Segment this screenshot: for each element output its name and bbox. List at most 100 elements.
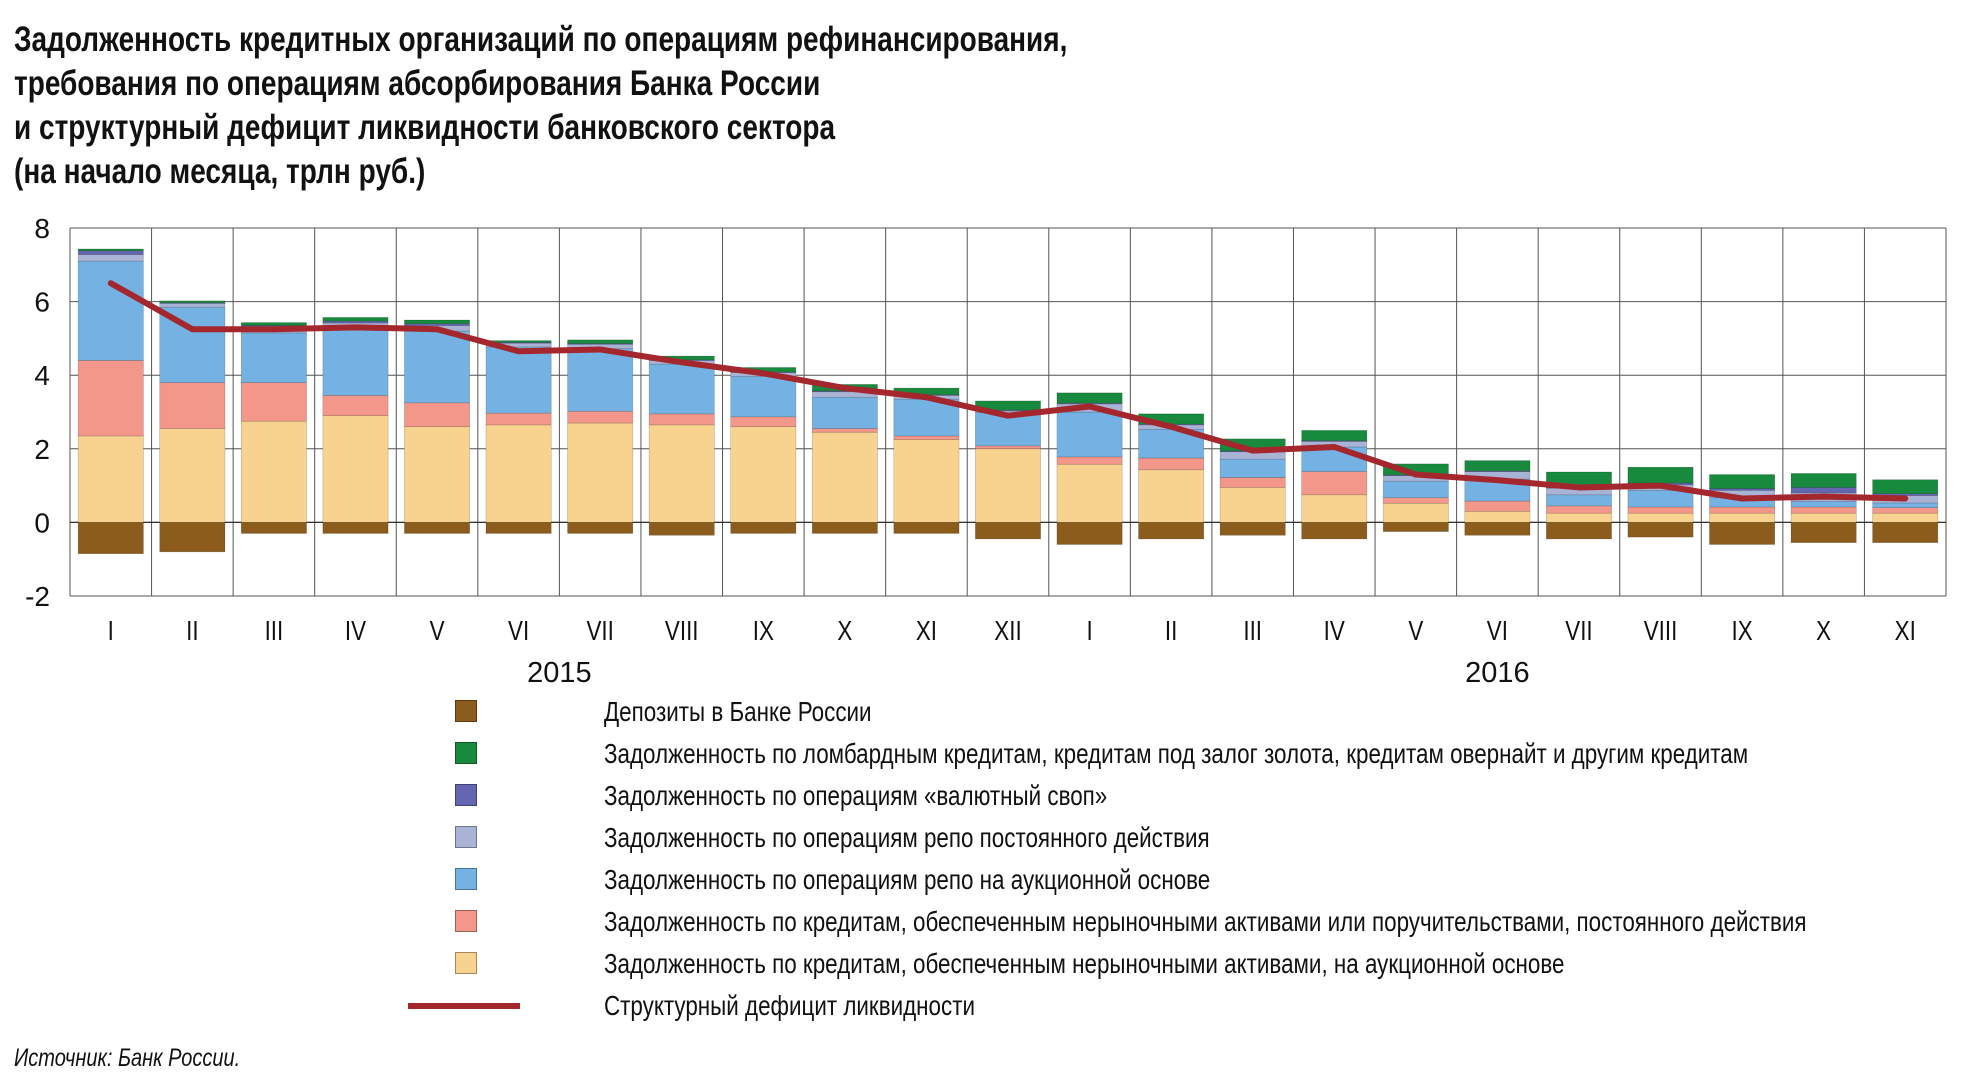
bar-segment-deposits — [159, 522, 226, 553]
x-tick-label: IV — [345, 616, 366, 647]
x-tick-label: I — [1086, 616, 1092, 647]
bar-segment-nonmarket-auction — [811, 431, 878, 523]
bar-segment-deposits — [404, 522, 470, 534]
bar-segment-fx-swap — [1790, 487, 1857, 494]
y-tick-label: 6 — [34, 287, 50, 318]
x-tick-label: III — [265, 616, 284, 647]
bar-segment-deposits — [1219, 522, 1286, 536]
x-tick-label: IX — [1732, 616, 1753, 647]
bars — [77, 248, 1939, 554]
bar-segment-nonmarket-auction — [893, 439, 960, 523]
bar-segment-lombard — [1464, 460, 1531, 472]
x-tick-label: III — [1243, 616, 1262, 647]
bar-segment-nonmarket-auction — [1546, 512, 1612, 523]
y-tick-label: -2 — [25, 581, 50, 612]
x-tick-label: VIII — [1644, 616, 1678, 647]
legend-swatch-fx-swap — [455, 784, 477, 806]
bar-segment-lombard — [404, 319, 470, 324]
bar-segment-nonmarket-auction — [77, 435, 144, 523]
legend-label-repo-auction: Задолженность по операциям репо на аукци… — [604, 864, 1211, 895]
legend-label-lombard: Задолженность по ломбардным кредитам, кр… — [604, 738, 1749, 769]
bar-segment-nonmarket-standing — [730, 416, 797, 428]
bar-segment-repo-auction — [1872, 502, 1939, 508]
bar-segment-deposits — [240, 522, 307, 534]
bar-segment-lombard — [322, 317, 389, 322]
bar-segment-nonmarket-standing — [1464, 500, 1531, 512]
bar-segment-deposits — [893, 522, 960, 534]
x-tick-label: X — [837, 616, 852, 647]
bar-segment-deposits — [1790, 522, 1857, 543]
bar-segment-nonmarket-auction — [1464, 511, 1531, 523]
x-tick-label: VII — [586, 616, 613, 647]
bar-segment-deposits — [730, 522, 797, 534]
bar-segment-nonmarket-auction — [159, 428, 226, 523]
bar-segment-fx-swap — [1464, 470, 1531, 472]
bar-segment-nonmarket-auction — [1219, 487, 1286, 523]
title-line-3: и структурный дефицит ликвидности банков… — [14, 108, 836, 147]
chart-title: Задолженность кредитных организаций по о… — [14, 18, 1067, 194]
x-tick-label: VI — [508, 616, 529, 647]
legend-item-nonmarket-standing: Задолженность по кредитам, обеспеченным … — [0, 902, 1972, 942]
bar-segment-lombard — [1872, 479, 1939, 494]
bar-segment-nonmarket-auction — [322, 415, 389, 523]
legend-item-deposits: Депозиты в Банке России — [0, 692, 1972, 732]
bar-segment-nonmarket-standing — [1790, 506, 1857, 514]
bar-segment-lombard — [567, 339, 634, 344]
deficit-line-layer — [107, 280, 1909, 502]
bar-segment-repo-standing — [77, 254, 144, 262]
bar-segment-deposits — [1382, 522, 1449, 532]
legend-item-nonmarket-auction: Задолженность по кредитам, обеспеченным … — [0, 944, 1972, 984]
bar-segment-repo-auction — [1382, 480, 1449, 499]
title-line-4: (на начало месяца, трлн руб.) — [14, 152, 426, 191]
bar-segment-nonmarket-standing — [322, 395, 389, 416]
year-label: 2016 — [1465, 657, 1530, 689]
bar-segment-repo-auction — [811, 396, 878, 429]
bar-segment-deposits — [77, 522, 144, 554]
bar-segment-repo-auction — [1627, 490, 1694, 508]
y-tick-label: 8 — [34, 213, 50, 244]
x-tick-label: XI — [916, 616, 937, 647]
bar-segment-nonmarket-standing — [1627, 506, 1694, 514]
bar-segment-repo-auction — [404, 330, 470, 404]
bar-segment-deposits — [1138, 522, 1205, 540]
bar-segment-lombard — [1790, 473, 1857, 488]
bar-segment-fx-swap — [1301, 440, 1368, 442]
bar-segment-nonmarket-auction — [1138, 469, 1205, 523]
bar-segment-repo-auction — [730, 376, 797, 418]
bar-segment-lombard — [77, 248, 144, 252]
y-tick-label: 2 — [34, 434, 50, 465]
bar-segment-nonmarket-auction — [648, 424, 715, 523]
bar-segment-deposits — [485, 522, 552, 534]
legend-item-fx-swap: Задолженность по операциям «валютный сво… — [0, 776, 1972, 816]
bar-segment-nonmarket-standing — [648, 413, 715, 426]
year-label: 2015 — [527, 657, 592, 689]
bar-segment-deposits — [567, 522, 634, 534]
legend-line-deficit — [408, 1003, 520, 1009]
bar-segment-deposits — [1056, 522, 1123, 545]
x-tick-label: I — [108, 616, 114, 647]
legend-label-repo-standing: Задолженность по операциям репо постоянн… — [604, 822, 1210, 853]
bar-segment-nonmarket-auction — [404, 426, 470, 523]
x-tick-label: V — [430, 616, 445, 647]
bar-segment-nonmarket-standing — [893, 435, 960, 440]
bar-segment-nonmarket-auction — [1301, 494, 1368, 523]
legend-label-nonmarket-standing: Задолженность по кредитам, обеспеченным … — [604, 906, 1807, 937]
bar-segment-nonmarket-standing — [159, 382, 226, 429]
legend-swatch-deposits — [455, 700, 477, 722]
title-line-2: требования по операциям абсорбирования Б… — [14, 64, 821, 103]
title-line-1: Задолженность кредитных организаций по о… — [14, 20, 1068, 59]
bar-segment-nonmarket-auction — [567, 422, 634, 523]
legend-label-fx-swap: Задолженность по операциям «валютный сво… — [604, 780, 1108, 811]
bar-segment-deposits — [811, 522, 878, 534]
bar-segment-nonmarket-auction — [1382, 502, 1449, 523]
bar-segment-deposits — [1546, 522, 1612, 540]
x-tick-label: II — [186, 616, 198, 647]
bar-segment-deposits — [1464, 522, 1531, 536]
legend-label-nonmarket-auction: Задолженность по кредитам, обеспеченным … — [604, 948, 1565, 979]
legend-swatch-nonmarket-auction — [455, 952, 477, 974]
bar-segment-nonmarket-standing — [1301, 471, 1368, 496]
bar-segment-lombard — [1056, 392, 1123, 404]
source-note: Источник: Банк России. — [14, 1044, 241, 1072]
x-tick-label: IX — [753, 616, 774, 647]
